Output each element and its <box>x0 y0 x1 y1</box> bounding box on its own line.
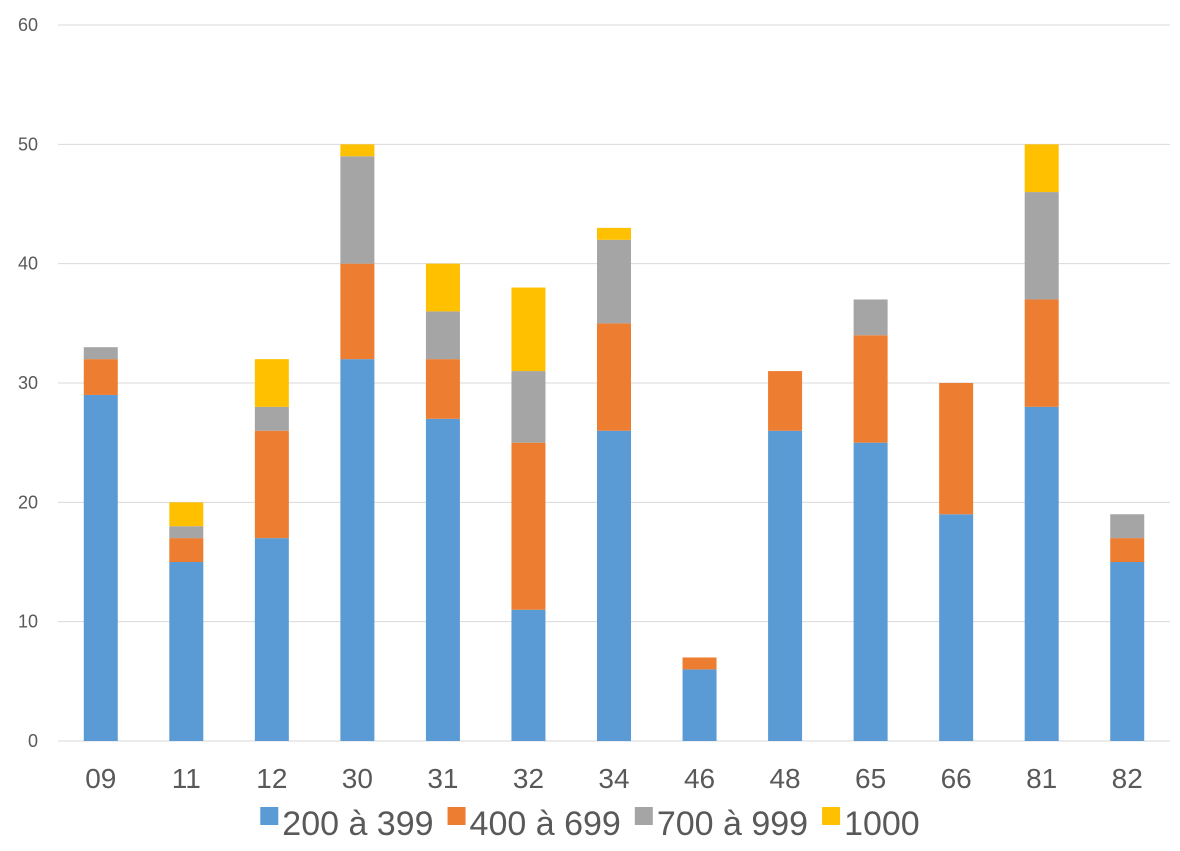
x-tick-label: 34 <box>598 763 629 794</box>
bar-segment <box>169 538 204 562</box>
x-tick-label: 66 <box>941 763 972 794</box>
bar-segment <box>1110 562 1145 741</box>
bar-segment <box>597 227 631 240</box>
bar-segment <box>169 502 204 527</box>
bar-segment <box>83 359 118 395</box>
bar-segment <box>1110 514 1145 539</box>
bar-segment <box>169 526 204 539</box>
bar-segment <box>425 418 460 741</box>
bar-segment <box>83 394 118 741</box>
legend-swatch <box>447 807 466 825</box>
legend-label: 200 à 399 <box>282 805 433 843</box>
x-axis-ticks: 09 11 12 30 31 32 34 46 48 65 66 81 82 <box>85 763 1143 794</box>
legend: 200 à 399 400 à 699 700 à 999 1000 <box>260 805 920 843</box>
bar-segment <box>340 263 375 360</box>
bar-segment <box>1024 406 1059 741</box>
bar-segment <box>340 144 375 157</box>
x-tick-label: 12 <box>256 763 287 794</box>
y-tick-label: 40 <box>18 254 38 274</box>
bar-segment <box>1024 299 1059 407</box>
bar-segment <box>511 287 546 372</box>
bar-segment <box>768 371 803 431</box>
bar-segment <box>1024 144 1059 193</box>
bar-segment <box>425 263 460 312</box>
bar-segment <box>597 430 631 741</box>
legend-swatch <box>260 807 279 825</box>
y-tick-label: 60 <box>18 15 38 35</box>
bar-segment <box>340 359 375 741</box>
bar-segment <box>254 538 289 741</box>
x-tick-label: 09 <box>85 763 116 794</box>
legend-swatch <box>822 807 841 825</box>
bar-segment <box>682 669 717 741</box>
y-tick-label: 10 <box>18 612 38 632</box>
bar-segment <box>853 335 888 443</box>
x-tick-label: 48 <box>769 763 800 794</box>
bar-segment <box>939 514 974 741</box>
legend-item: 200 à 399 <box>260 805 434 843</box>
y-axis-ticks: 0 10 20 30 40 50 60 <box>18 15 38 751</box>
x-tick-label: 32 <box>513 763 544 794</box>
legend-item: 700 à 999 <box>634 805 808 843</box>
bar-segment <box>425 311 460 360</box>
legend-label: 400 à 699 <box>470 805 621 843</box>
legend-item: 1000 <box>822 805 920 843</box>
x-tick-label: 31 <box>427 763 458 794</box>
bar-segment <box>425 359 460 419</box>
bar-segment <box>1110 538 1145 562</box>
bar-segment <box>853 299 888 336</box>
bar-segment <box>254 359 289 407</box>
bar-segment <box>597 323 631 431</box>
bar-segment <box>511 442 546 610</box>
x-tick-label: 30 <box>342 763 373 794</box>
bar-segment <box>939 383 974 515</box>
bar-segment <box>169 562 204 741</box>
x-tick-label: 11 <box>172 763 201 794</box>
legend-label: 1000 <box>844 805 920 843</box>
bar-segment <box>682 657 717 670</box>
bar-segment <box>254 430 289 539</box>
y-tick-label: 30 <box>18 373 38 393</box>
bar-segment <box>1024 192 1059 300</box>
x-tick-label: 46 <box>684 763 715 794</box>
bar-segment <box>853 442 888 741</box>
legend-item: 400 à 699 <box>447 805 621 843</box>
x-tick-label: 81 <box>1026 763 1057 794</box>
bar-segment <box>511 371 546 443</box>
x-tick-label: 82 <box>1112 763 1143 794</box>
legend-swatch <box>634 807 653 825</box>
bar-segment <box>83 347 118 360</box>
y-tick-label: 0 <box>28 731 38 751</box>
bar-segment <box>340 156 375 264</box>
x-tick-label: 65 <box>855 763 886 794</box>
bars <box>83 144 1145 741</box>
bar-segment <box>254 406 289 431</box>
legend-label: 700 à 999 <box>657 805 808 843</box>
bar-segment <box>597 239 631 324</box>
bar-segment <box>511 609 546 741</box>
y-tick-label: 50 <box>18 134 38 154</box>
y-tick-label: 20 <box>18 492 38 512</box>
bar-segment <box>768 430 803 741</box>
